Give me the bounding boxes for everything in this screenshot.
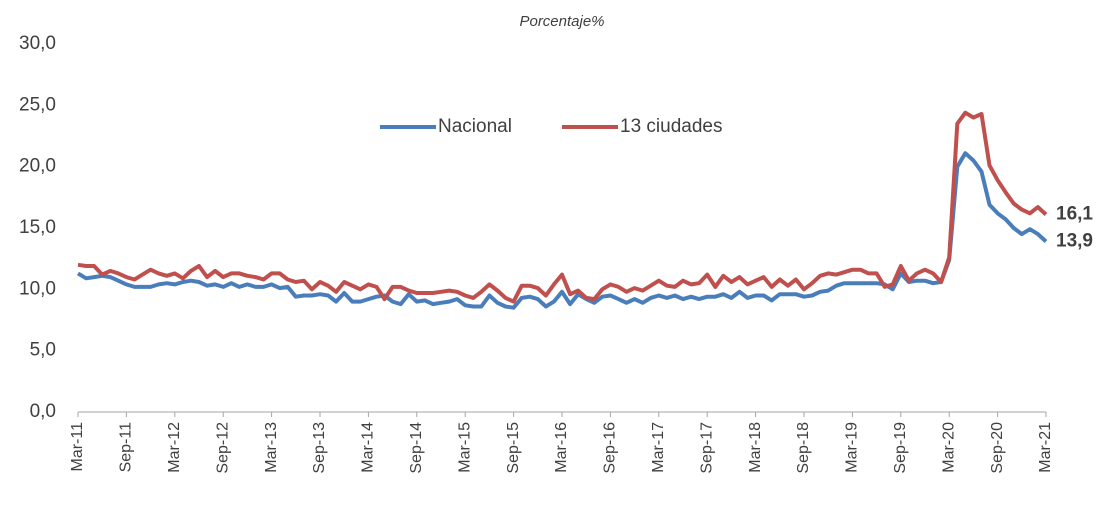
- series-line: [77, 110, 1048, 304]
- x-tick-label: Mar-20: [940, 422, 957, 473]
- series-line: [76, 151, 1048, 310]
- y-tick-label: 25,0: [19, 94, 56, 115]
- x-tick-label: Sep-15: [505, 422, 522, 474]
- x-tick-label: Mar-14: [360, 422, 377, 473]
- y-tick-label: 15,0: [19, 217, 56, 238]
- x-tick-label: Sep-17: [698, 422, 715, 474]
- x-tick-label: Sep-18: [795, 422, 812, 474]
- x-tick-label: Sep-11: [118, 422, 135, 473]
- x-tick-label: Mar-19: [844, 422, 861, 473]
- x-tick-label: Mar-17: [650, 422, 667, 473]
- data-label: 16,1: [1056, 204, 1093, 225]
- x-tick-label: Sep-12: [214, 422, 231, 474]
- legend-label: 13 ciudades: [620, 116, 722, 137]
- y-tick-label: 20,0: [19, 156, 56, 177]
- x-tick-label: Sep-13: [311, 422, 328, 474]
- x-tick-label: Mar-11: [69, 422, 86, 472]
- x-tick-label: Mar-15: [456, 422, 473, 473]
- x-tick-label: Mar-16: [553, 422, 570, 473]
- x-tick-label: Sep-19: [892, 422, 909, 474]
- y-tick-label: 0,0: [30, 401, 56, 422]
- legend-label: Nacional: [438, 116, 512, 137]
- chart-title: Porcentaje%: [519, 13, 604, 30]
- y-tick-label: 10,0: [19, 278, 56, 299]
- y-tick-label: 30,0: [19, 33, 56, 54]
- x-tick-label: Mar-18: [747, 422, 764, 473]
- y-tick-label: 5,0: [30, 340, 56, 361]
- x-tick-label: Mar-12: [166, 422, 183, 473]
- x-tick-label: Sep-14: [408, 422, 425, 474]
- x-tick-label: Mar-21: [1037, 422, 1054, 473]
- x-tick-label: Sep-16: [602, 422, 619, 474]
- x-tick-label: Mar-13: [263, 422, 280, 473]
- x-tick-label: Sep-20: [989, 422, 1006, 474]
- data-label: 13,9: [1056, 231, 1093, 252]
